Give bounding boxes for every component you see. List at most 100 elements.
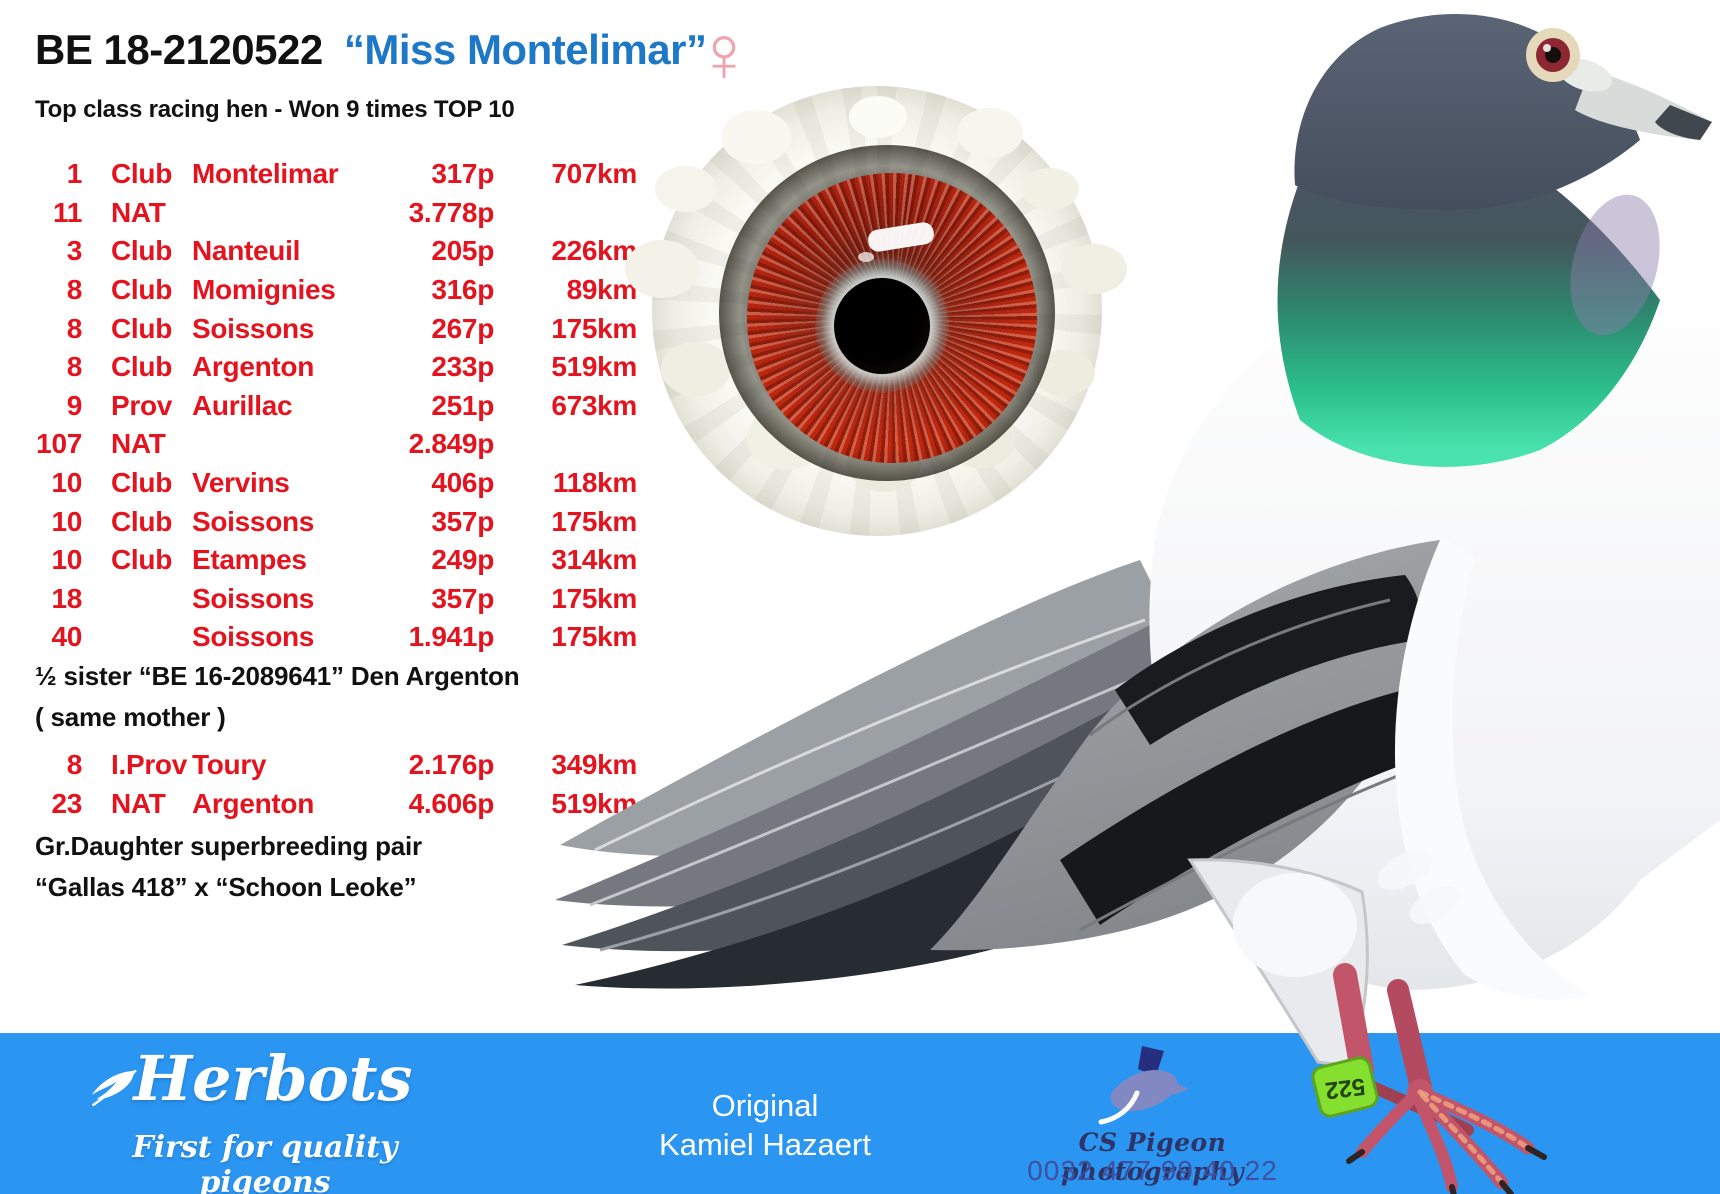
pigeon-photo: 522 bbox=[555, 13, 1720, 1194]
result-points: 1.941p bbox=[408, 621, 495, 653]
result-level: Club bbox=[111, 351, 173, 383]
result-race: Etampes bbox=[192, 544, 307, 576]
table-row: 40 Soissons 1.941p 175km bbox=[32, 618, 642, 657]
result-position: 11 bbox=[53, 196, 82, 228]
result-position: 1 bbox=[66, 158, 83, 190]
result-points: 316p bbox=[431, 274, 494, 306]
eye-pupil bbox=[834, 278, 930, 374]
race-results-table: 1 Club Montelimar 317p 707km 11 NAT 3.77… bbox=[32, 155, 642, 657]
result-distance: 89km bbox=[566, 274, 638, 306]
table-row: 3 Club Nanteuil 205p 226km bbox=[32, 232, 642, 271]
result-position: 10 bbox=[51, 467, 82, 499]
wing-shield bbox=[930, 540, 1442, 951]
result-points: 251p bbox=[431, 389, 494, 421]
table-row: 10 Club Vervins 406p 118km bbox=[32, 464, 642, 503]
result-distance: 175km bbox=[551, 312, 637, 344]
result-race: Aurillac bbox=[192, 389, 293, 421]
result-position: 10 bbox=[51, 544, 82, 576]
result-points: 3.778p bbox=[408, 196, 495, 228]
result-position: 8 bbox=[66, 312, 83, 344]
result-distance: 175km bbox=[551, 582, 637, 614]
result-distance: 519km bbox=[551, 351, 637, 383]
pigeon-eye-photo bbox=[652, 86, 1102, 536]
result-race: Momignies bbox=[192, 274, 336, 306]
result-race: Soissons bbox=[192, 582, 315, 614]
table-row: 9 Prov Aurillac 251p 673km bbox=[32, 387, 642, 426]
result-position: 23 bbox=[51, 787, 82, 819]
result-points: 2.176p bbox=[408, 748, 495, 780]
breeding-note-line1: Gr.Daughter superbreeding pair bbox=[35, 831, 422, 861]
result-level: NAT bbox=[111, 787, 166, 819]
result-distance: 226km bbox=[551, 235, 637, 267]
result-points: 4.606p bbox=[408, 787, 495, 819]
table-row: 8 Club Momignies 316p 89km bbox=[32, 271, 642, 310]
result-level: NAT bbox=[111, 196, 166, 228]
table-row: 10 Club Etampes 249p 314km bbox=[32, 541, 642, 580]
result-level: Club bbox=[111, 467, 173, 499]
result-race: Argenton bbox=[192, 787, 315, 819]
result-level: NAT bbox=[111, 428, 166, 460]
pigeon-name: “Miss Montelimar” bbox=[343, 26, 707, 73]
table-row: 11 NAT 3.778p bbox=[32, 194, 642, 233]
result-distance: 349km bbox=[551, 748, 637, 780]
leg-ring-number: 522 bbox=[1324, 1072, 1367, 1104]
result-points: 233p bbox=[431, 351, 494, 383]
result-level: Club bbox=[111, 235, 173, 267]
ring-number: BE 18-2120522 bbox=[35, 26, 323, 73]
result-points: 267p bbox=[431, 312, 494, 344]
result-level: Club bbox=[111, 544, 173, 576]
result-distance: 175km bbox=[551, 505, 637, 537]
result-race: Soissons bbox=[192, 621, 315, 653]
table-row: 8 I.Prov Toury 2.176p 349km bbox=[32, 745, 642, 784]
pigeon-foot bbox=[1346, 1085, 1547, 1194]
result-points: 205p bbox=[431, 235, 494, 267]
result-position: 40 bbox=[51, 621, 82, 653]
table-row: 8 Club Soissons 267p 175km bbox=[32, 309, 642, 348]
table-row: 107 NAT 2.849p bbox=[32, 425, 642, 464]
result-points: 317p bbox=[431, 158, 494, 190]
breeding-note: Gr.Daughter superbreeding pair “Gallas 4… bbox=[35, 826, 422, 908]
feather-icon bbox=[91, 1069, 137, 1107]
owner-credit: Original Kamiel Hazaert bbox=[600, 1086, 930, 1164]
breeding-note-line2: “Gallas 418” x “Schoon Leoke” bbox=[35, 872, 417, 902]
sister-note: ½ sister “BE 16-2089641” Den Argenton ( … bbox=[35, 656, 520, 738]
table-row: 8 Club Argenton 233p 519km bbox=[32, 348, 642, 387]
result-race: Toury bbox=[192, 748, 267, 780]
leg-ring: 522 bbox=[1311, 1056, 1379, 1118]
result-position: 8 bbox=[66, 351, 83, 383]
result-level: Club bbox=[111, 505, 173, 537]
owner-line1: Original bbox=[711, 1088, 819, 1123]
sister-note-line2: ( same mother ) bbox=[35, 702, 226, 732]
photographer-credit: CS Pigeon photography bbox=[1060, 1128, 1245, 1186]
sister-results-table: 8 I.Prov Toury 2.176p 349km 23 NAT Argen… bbox=[32, 745, 642, 823]
result-race: Soissons bbox=[192, 505, 315, 537]
result-points: 357p bbox=[431, 582, 494, 614]
result-race: Montelimar bbox=[192, 158, 339, 190]
herbots-tagline: First for quality pigeons bbox=[132, 1130, 398, 1194]
result-level: Club bbox=[111, 274, 173, 306]
result-points: 406p bbox=[431, 467, 494, 499]
photographer-phone: 0032 477 99 40 22 bbox=[1027, 1155, 1278, 1186]
sister-note-line1: ½ sister “BE 16-2089641” Den Argenton bbox=[35, 661, 520, 691]
result-level: Club bbox=[111, 312, 173, 344]
subtitle: Top class racing hen - Won 9 times TOP 1… bbox=[35, 96, 515, 123]
cs-pigeon-logo-icon bbox=[1098, 1046, 1189, 1125]
result-distance: 707km bbox=[551, 158, 637, 190]
result-points: 357p bbox=[431, 505, 494, 537]
result-position: 8 bbox=[66, 748, 83, 780]
herbots-logo: Herbots bbox=[133, 1042, 413, 1115]
result-position: 3 bbox=[66, 235, 83, 267]
pigeon-neck bbox=[1277, 132, 1660, 467]
result-position: 10 bbox=[51, 505, 82, 537]
female-symbol-icon: ♀ bbox=[694, 9, 754, 98]
result-race: Soissons bbox=[192, 312, 315, 344]
result-position: 107 bbox=[36, 428, 82, 460]
result-position: 9 bbox=[66, 389, 83, 421]
result-level: I.Prov bbox=[111, 748, 188, 780]
page-title: BE 18-2120522 “Miss Montelimar” bbox=[35, 26, 707, 74]
owner-line2: Kamiel Hazaert bbox=[659, 1127, 871, 1162]
table-row: 23 NAT Argenton 4.606p 519km bbox=[32, 784, 642, 823]
result-level: Prov bbox=[111, 389, 173, 421]
result-distance: 175km bbox=[551, 621, 637, 653]
